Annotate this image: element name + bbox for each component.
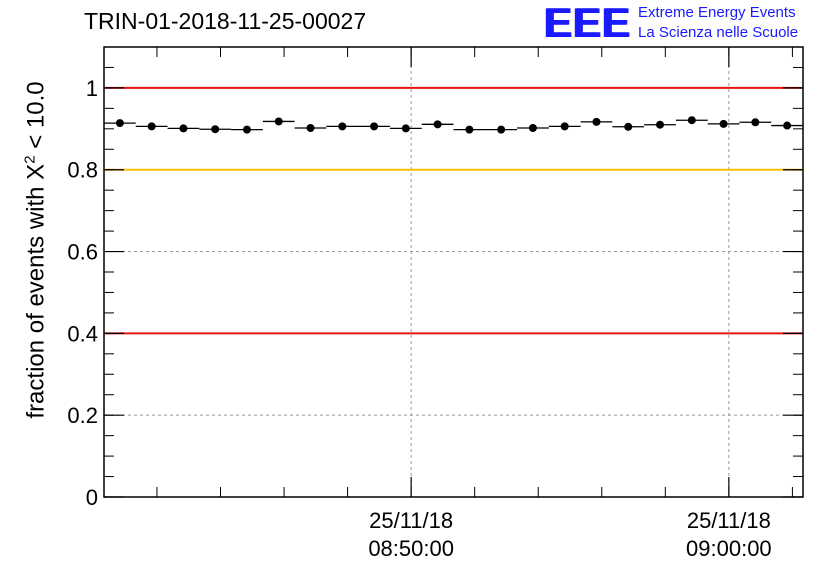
- data-point: [211, 125, 220, 134]
- data-point: [783, 121, 792, 130]
- tick-labels: 0 0.2 0.4 0.6 0.8 1 25/11/18 08:50:00 25/11/18 09…: [67, 76, 771, 561]
- plot-frame: [103, 46, 804, 498]
- grid-lines: [104, 47, 803, 497]
- logo-caption: Extreme Energy Events La Scienza nelle S…: [638, 3, 798, 43]
- data-point: [751, 118, 760, 127]
- y-axis-label-symbol: X: [22, 163, 50, 180]
- data-point: [497, 125, 506, 134]
- data-point: [687, 116, 696, 125]
- data-point: [433, 120, 442, 129]
- y-tick-label: 0: [86, 485, 98, 510]
- y-tick-label: 0.8: [67, 158, 98, 183]
- logo-mark-text: EEE: [543, 0, 631, 46]
- data-point: [370, 122, 379, 131]
- data-point: [560, 122, 569, 131]
- reference-lines: [104, 86, 803, 335]
- logo-line-2: La Scienza nelle Scuole: [638, 24, 799, 41]
- data-point: [401, 124, 410, 133]
- eee-logo: EEE: [543, 0, 630, 46]
- axis-ticks: [104, 46, 803, 498]
- data-point: [179, 124, 188, 133]
- data-points: [104, 116, 803, 134]
- y-axis-label: fraction of events with X2 < 10.0: [22, 81, 51, 418]
- data-point: [242, 125, 251, 134]
- data-point: [465, 125, 474, 134]
- y-axis-label-exponent: 2: [21, 155, 39, 164]
- x-tick-date-label: 25/11/18: [687, 508, 771, 533]
- data-point: [274, 117, 283, 126]
- run-title: TRIN-01-2018-11-25-00027: [84, 8, 367, 34]
- y-tick-label: 0.2: [67, 403, 98, 428]
- data-point: [624, 122, 633, 131]
- y-axis-label-prefix: fraction of events with: [22, 179, 50, 419]
- x-tick-time-label: 09:00:00: [686, 536, 772, 561]
- data-point: [115, 119, 124, 128]
- data-point: [147, 122, 156, 131]
- y-tick-label: 0.6: [67, 240, 98, 265]
- data-point: [656, 120, 665, 129]
- data-point: [338, 122, 347, 131]
- data-point: [306, 124, 315, 132]
- y-axis-label-suffix: < 10.0: [22, 81, 50, 156]
- x-tick-time-label: 08:50:00: [368, 536, 454, 561]
- data-point: [528, 124, 537, 132]
- x-tick-date-label: 25/11/18: [369, 508, 453, 533]
- data-point: [592, 117, 601, 126]
- y-tick-label: 1: [86, 76, 98, 101]
- y-tick-label: 0.4: [67, 321, 98, 346]
- data-point: [719, 119, 728, 128]
- logo-line-1: Extreme Energy Events: [638, 4, 796, 21]
